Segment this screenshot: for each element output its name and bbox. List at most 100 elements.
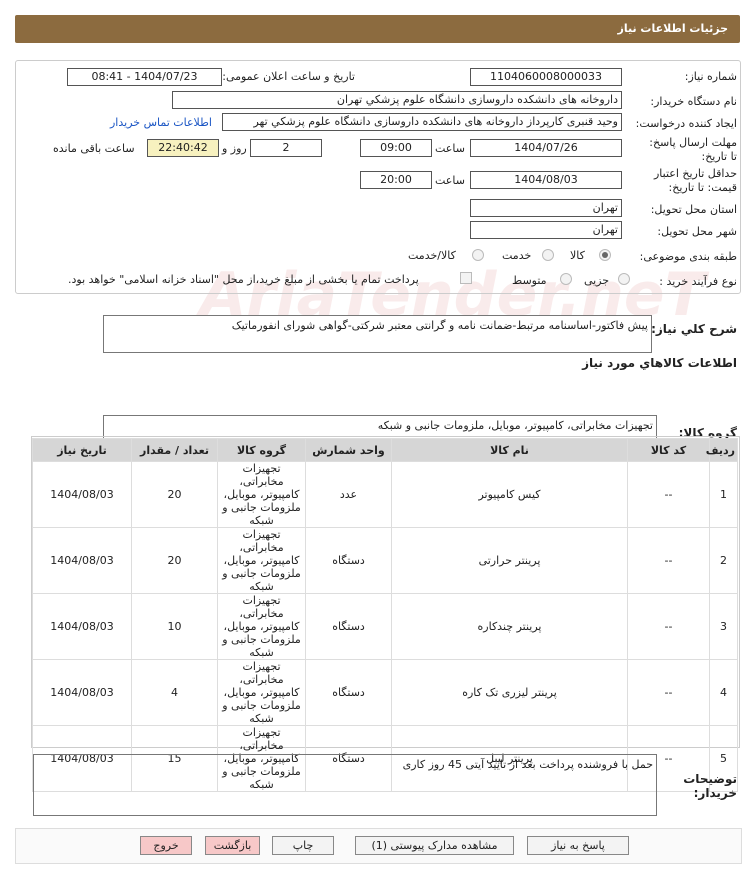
label: حداقل تاریخ اعتبار قیمت: تا تاریخ: [653,167,737,194]
label: طبقه بندی موضوعی: [639,250,737,263]
label: نام دستگاه خریدار: [650,95,737,108]
table-row: 5 -- پرینتر لیبل دستگاه تجهیزات مخابراتی، کا… [32,725,738,792]
header-row: ردیف کد کالا نام کالا واحد شمارش گروه کالا تع… [32,438,738,462]
cell: 2 [709,527,738,594]
cell: تجهیزات مخابراتی، کامپیوتر، موبایل، ملزو… [217,527,306,594]
field: 1404/07/26 [470,139,622,157]
contact-link[interactable]: اطلاعات تماس خریدار [110,116,212,129]
table-row: 2 -- پرینتر حرارتی دستگاه تجهیزات مخابراتی، … [32,527,738,594]
description: پیش فاکتور-اساسنامه مرتبط-ضمانت نامه و گ… [103,315,652,353]
column-header: تاریخ نیاز [32,438,132,462]
cell: 1 [709,461,738,528]
field: 1104060008000033 [470,68,622,86]
countdown: 22:40:42 [147,139,219,157]
button[interactable]: مشاهده مدارک پیوستی (1) [355,836,514,855]
checkbox[interactable] [460,272,472,284]
cell: پرینتر حرارتی [391,527,628,594]
table-row: 4 -- پرینتر لیزری تک کاره دستگاه تجهیزات مخا… [32,659,738,726]
label: ایجاد کننده درخواست: [635,117,737,130]
option-label: کالا/خدمت [408,249,456,262]
column-header: ردیف [706,438,738,462]
cell: عدد [305,461,392,528]
label: ساعت [435,174,465,187]
radio[interactable] [542,249,554,261]
table-frame: ردیف کد کالا نام کالا واحد شمارش گروه کالا تع… [31,436,740,792]
cell: 4 [131,659,218,726]
radio[interactable] [472,249,484,261]
field: داروخانه های دانشکده داروسازی دانشگاه عل… [172,91,622,109]
column-header: تعداد / مقدار [131,438,218,462]
column-header: کد کالا [627,438,710,462]
cell: 20 [131,527,218,594]
cell: پرینتر لیبل [391,725,628,792]
label: شهر محل تحویل: [657,225,737,238]
table-row: 1 -- کیس کامپیوتر عدد تجهیزات مخابراتی، کامپ… [32,461,738,528]
button[interactable]: پاسخ به نیاز [527,836,629,855]
label: روز و [222,142,247,155]
cell: 3 [709,593,738,660]
label: ساعت باقی مانده [53,142,135,155]
cell: -- [627,461,710,528]
section-title: اطلاعات کالاهاي مورد نیاز [582,356,737,370]
cell: 1404/08/03 [32,593,132,660]
cell: دستگاه [305,527,392,594]
cell: تجهیزات مخابراتی، کامپیوتر، موبایل، ملزو… [217,659,306,726]
cell: پرینتر چندکاره [391,593,628,660]
label: نوع فرآیند خرید : [659,275,737,288]
cell: تجهیزات مخابراتی، کامپیوتر، موبایل، ملزو… [217,725,306,792]
label: شرح کلي نیاز: [651,322,737,336]
field: 09:00 [360,139,432,157]
label: شماره نیاز: [684,70,737,83]
cell: 4 [709,659,738,726]
field: 2 [250,139,322,157]
cell: تجهیزات مخابراتی، کامپیوتر، موبایل، ملزو… [217,461,306,528]
goods-table: ردیف کد کالا نام کالا واحد شمارش گروه کالا تع… [32,438,738,792]
field: تهران [470,221,622,239]
column-header: گروه کالا [217,438,306,462]
field: 1404/07/23 - 08:41 [67,68,222,86]
cell: -- [627,725,710,792]
radio[interactable] [560,273,572,285]
cell: دستگاه [305,593,392,660]
cell: 1404/08/03 [32,527,132,594]
cell: 5 [709,725,738,792]
table-row: 3 -- پرینتر چندکاره دستگاه تجهیزات مخابراتی،… [32,593,738,660]
cell: دستگاه [305,725,392,792]
header-title: جزئیات اطلاعات نیاز [617,22,729,35]
cell: -- [627,593,710,660]
cell: دستگاه [305,659,392,726]
label: مهلت ارسال پاسخ: تا تاریخ: [649,136,737,163]
button[interactable]: چاپ [272,836,334,855]
cell: -- [627,659,710,726]
watermark: AriaTender.neT [200,260,706,330]
radio[interactable] [618,273,630,285]
cell: 15 [131,725,218,792]
button[interactable]: خروج [140,836,192,855]
option-label: متوسط [512,274,547,287]
column-header: واحد شمارش [305,438,392,462]
cell: 1404/08/03 [32,725,132,792]
field: 1404/08/03 [470,171,622,189]
label: توضیحات خریدار: [683,772,737,800]
cell: -- [627,527,710,594]
buyer-notes: حمل با فروشنده پرداخت بعد از تایید آیتی … [33,754,657,816]
label: تاریخ و ساعت اعلان عمومی: [222,70,355,83]
cell: 20 [131,461,218,528]
note: پرداخت تمام یا بخشی از مبلغ خرید،از محل … [68,273,419,286]
cell: 1404/08/03 [32,659,132,726]
form-panel [15,60,741,294]
field: تهران [470,199,622,217]
header-bar: جزئیات اطلاعات نیاز [15,15,740,43]
button[interactable]: بازگشت [205,836,260,855]
option-label: خدمت [502,249,532,262]
label: ساعت [435,142,465,155]
cell: کیس کامپیوتر [391,461,628,528]
column-header: نام کالا [391,438,628,462]
cell: تجهیزات مخابراتی، کامپیوتر، موبایل، ملزو… [217,593,306,660]
field: 20:00 [360,171,432,189]
option-label: جزیی [584,274,610,287]
radio[interactable] [599,249,611,261]
cell: 1404/08/03 [32,461,132,528]
cell: پرینتر لیزری تک کاره [391,659,628,726]
